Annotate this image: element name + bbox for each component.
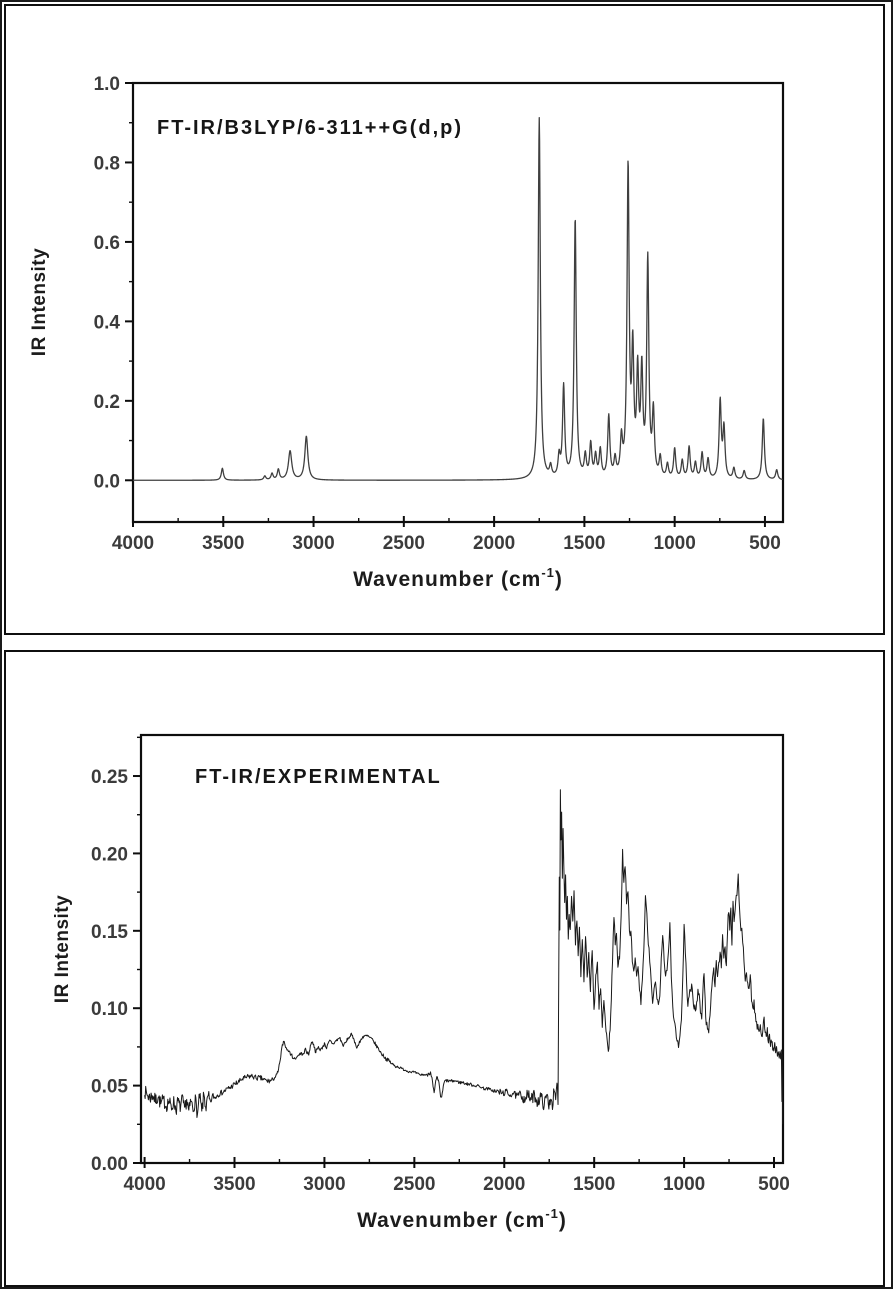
y-tick-label: 0.6 — [94, 233, 120, 254]
plot-frame — [139, 733, 785, 1165]
y-axis-label: IR Intensity — [29, 248, 50, 356]
x-tick-label: 3000 — [303, 1174, 345, 1195]
calculated-spectrum-panel: 4000 3500 3000 2500 2000 1500 1000 500 0.0 0.2 0.4… — [4, 4, 885, 635]
x-tick-label: 1500 — [573, 1174, 615, 1195]
x-tick-label: 2500 — [393, 1174, 435, 1195]
x-tick-label: 4000 — [112, 533, 154, 554]
x-tick-label: 1000 — [663, 1174, 705, 1195]
plot-frame — [131, 81, 785, 524]
x-tick-label: 500 — [749, 533, 781, 554]
y-tick-label: 0.2 — [94, 392, 120, 413]
calculated-spectrum-chart: 4000 3500 3000 2500 2000 1500 1000 500 0.0 0.2 0.4… — [29, 74, 785, 591]
x-tick-label: 4000 — [123, 1174, 165, 1195]
y-tick-label: 0.05 — [91, 1077, 128, 1098]
y-tick-label: 0.10 — [91, 999, 128, 1020]
y-tick-label: 0.00 — [91, 1154, 128, 1175]
chart-title: FT-IR/EXPERIMENTAL — [195, 766, 442, 788]
plot-generated-exp: 4000 3500 3000 2500 2000 1500 1000 500 0.00 0.05 0… — [91, 733, 790, 1195]
x-tick-label: 3000 — [292, 533, 334, 554]
y-tick-label: 0.20 — [91, 844, 128, 865]
x-axis-label: Wavenumber (cm-1) — [353, 565, 563, 591]
spectrum-curve — [132, 117, 783, 481]
y-tick-label: 0.8 — [94, 153, 120, 174]
plot-generated-calc: 4000 3500 3000 2500 2000 1500 1000 500 0.0 0.2 0.4… — [94, 74, 785, 554]
x-tick-label: 3500 — [202, 533, 244, 554]
x-tick-label: 2000 — [483, 1174, 525, 1195]
x-tick-label: 2500 — [383, 533, 425, 554]
x-tick-label: 500 — [758, 1174, 790, 1195]
y-tick-label: 0.15 — [91, 922, 128, 943]
x-tick-label: 1000 — [654, 533, 696, 554]
y-tick-label: 1.0 — [94, 74, 120, 95]
y-tick-label: 0.25 — [91, 767, 128, 788]
y-tick-label: 0.0 — [94, 471, 120, 492]
y-tick-label: 0.4 — [94, 312, 121, 333]
chart-title: FT-IR/B3LYP/6-311++G(d,p) — [157, 117, 463, 139]
experimental-spectrum-panel: 4000 3500 3000 2500 2000 1500 1000 500 0.00 0.05 0… — [4, 650, 885, 1287]
spectrum-curve — [144, 789, 784, 1125]
x-tick-label: 1500 — [563, 533, 605, 554]
x-tick-label: 3500 — [213, 1174, 255, 1195]
x-tick-label: 2000 — [473, 533, 515, 554]
experimental-spectrum-chart: 4000 3500 3000 2500 2000 1500 1000 500 0.00 0.05 0… — [52, 733, 790, 1232]
x-axis-label: Wavenumber (cm-1) — [357, 1206, 567, 1232]
y-axis-label: IR Intensity — [52, 895, 73, 1003]
